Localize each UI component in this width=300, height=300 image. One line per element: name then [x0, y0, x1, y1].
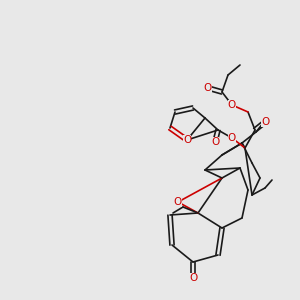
Text: O: O [211, 137, 219, 147]
Text: O: O [183, 135, 191, 145]
Text: O: O [228, 100, 236, 110]
Text: O: O [204, 83, 212, 93]
Text: O: O [189, 273, 197, 283]
Text: O: O [174, 197, 182, 207]
Text: O: O [261, 117, 269, 127]
Text: O: O [228, 133, 236, 143]
